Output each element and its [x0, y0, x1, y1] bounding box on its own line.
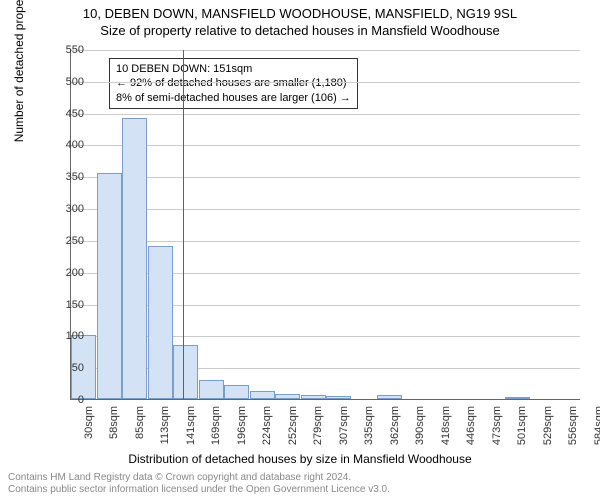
y-tick-label: 50 — [44, 362, 84, 374]
chart-subtitle: Size of property relative to detached ho… — [0, 21, 600, 38]
x-tick-label: 224sqm — [261, 406, 273, 445]
footer-line-2: Contains public sector information licen… — [8, 484, 390, 496]
x-tick-label: 252sqm — [287, 406, 299, 445]
x-tick-label: 196sqm — [236, 406, 248, 445]
y-tick-label: 250 — [44, 235, 84, 247]
grid-line — [71, 209, 580, 210]
histogram-bar — [250, 391, 275, 399]
x-tick-label: 446sqm — [465, 406, 477, 445]
y-tick-label: 400 — [44, 139, 84, 151]
y-tick-label: 0 — [44, 394, 84, 406]
histogram-bar — [173, 345, 198, 399]
y-tick-label: 150 — [44, 299, 84, 311]
y-tick-label: 300 — [44, 203, 84, 215]
x-tick-label: 113sqm — [159, 406, 171, 444]
grid-line — [71, 114, 580, 115]
grid-line — [71, 82, 580, 83]
x-tick-label: 362sqm — [389, 406, 401, 445]
annotation-line-3: 8% of semi-detached houses are larger (1… — [116, 91, 351, 105]
chart-container: 10, DEBEN DOWN, MANSFIELD WOODHOUSE, MAN… — [0, 0, 600, 500]
grid-line — [71, 241, 580, 242]
x-tick-label: 279sqm — [312, 406, 324, 445]
x-tick-label: 58sqm — [108, 406, 120, 439]
y-tick-label: 100 — [44, 330, 84, 342]
histogram-bar — [122, 118, 147, 399]
y-tick-label: 550 — [44, 44, 84, 56]
x-tick-label: 390sqm — [414, 406, 426, 445]
chart-plot-area: 10 DEBEN DOWN: 151sqm ← 92% of detached … — [70, 50, 580, 400]
y-tick-label: 450 — [44, 108, 84, 120]
x-tick-label: 307sqm — [338, 406, 350, 445]
y-tick-label: 200 — [44, 267, 84, 279]
grid-line — [71, 145, 580, 146]
histogram-bar — [199, 380, 224, 399]
histogram-bar — [224, 385, 249, 399]
x-tick-label: 501sqm — [516, 406, 528, 445]
y-axis-label: Number of detached properties — [12, 0, 26, 142]
x-tick-label: 473sqm — [491, 406, 503, 445]
x-tick-label: 30sqm — [83, 406, 95, 439]
histogram-bar — [97, 173, 122, 399]
histogram-bar — [148, 246, 173, 399]
reference-line — [183, 50, 184, 399]
grid-line — [71, 50, 580, 51]
grid-line — [71, 177, 580, 178]
x-tick-label: 169sqm — [210, 406, 222, 445]
x-tick-label: 584sqm — [593, 406, 600, 445]
annotation-line-2: ← 92% of detached houses are smaller (1,… — [116, 76, 351, 90]
x-tick-label: 141sqm — [185, 406, 197, 445]
reference-annotation: 10 DEBEN DOWN: 151sqm ← 92% of detached … — [109, 58, 358, 109]
histogram-bar — [301, 395, 326, 399]
footer-attribution: Contains HM Land Registry data © Crown c… — [8, 472, 390, 496]
histogram-bar — [275, 394, 300, 399]
footer-line-1: Contains HM Land Registry data © Crown c… — [8, 472, 390, 484]
histogram-bar — [505, 397, 530, 399]
histogram-bar — [326, 396, 351, 399]
y-tick-label: 500 — [44, 76, 84, 88]
x-tick-label: 85sqm — [134, 406, 146, 439]
y-tick-label: 350 — [44, 171, 84, 183]
chart-title: 10, DEBEN DOWN, MANSFIELD WOODHOUSE, MAN… — [0, 0, 600, 21]
x-tick-label: 556sqm — [567, 406, 579, 445]
x-tick-label: 418sqm — [440, 406, 452, 445]
x-tick-label: 529sqm — [542, 406, 554, 445]
annotation-line-1: 10 DEBEN DOWN: 151sqm — [116, 62, 351, 76]
x-tick-label: 335sqm — [363, 406, 375, 445]
x-axis-label: Distribution of detached houses by size … — [0, 452, 600, 466]
histogram-bar — [377, 395, 402, 399]
